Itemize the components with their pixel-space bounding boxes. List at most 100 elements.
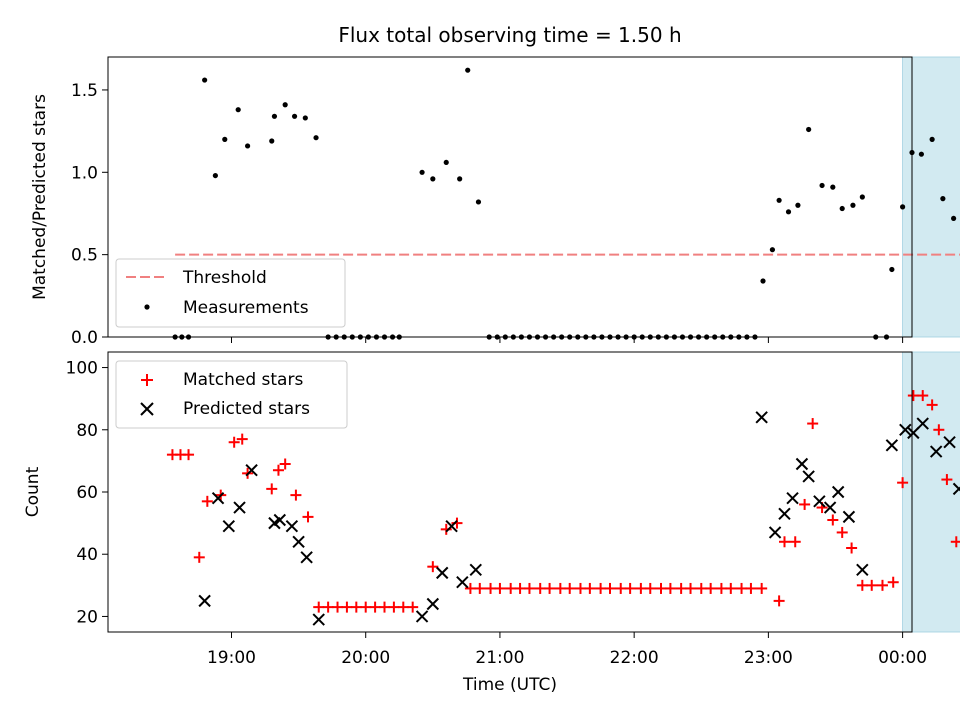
predicted-star-point	[802, 470, 815, 483]
measurement-point	[457, 176, 463, 182]
measurement-point	[271, 113, 278, 119]
predicted-star-point	[916, 417, 929, 430]
predicted-star-point	[768, 526, 782, 539]
predicted-star-point	[222, 520, 236, 533]
matched-star-point	[624, 582, 636, 594]
predicted-star-point	[795, 457, 809, 471]
matched-star-point	[341, 601, 353, 613]
predicted-star-point	[899, 423, 912, 436]
matched-star-point	[564, 582, 576, 594]
top-y-axis: 0.0 0.5 1.0 1.5	[71, 81, 108, 348]
bottom-legend-box	[115, 360, 348, 429]
measurement-point	[889, 266, 895, 273]
predicted-star-point	[233, 501, 246, 514]
matched-star-point	[302, 511, 314, 523]
x-tick-label: 22:00	[610, 648, 659, 668]
predicted-star-point	[907, 426, 920, 440]
matched-star-point	[705, 582, 717, 594]
measurement-point	[475, 199, 482, 205]
legend-predicted-icon	[140, 402, 154, 416]
y-tick-label: 1.5	[71, 81, 98, 101]
measurement-point	[918, 151, 924, 157]
matched-star-point	[272, 464, 284, 476]
top-x-ticks	[230, 337, 904, 343]
y-tick-label: 80	[76, 421, 98, 441]
measurement-point	[291, 113, 298, 119]
matched-star-point	[183, 449, 195, 461]
matched-star-point	[736, 582, 748, 594]
y-tick-label: 100	[66, 359, 98, 379]
x-axis-label: Time (UTC)	[462, 675, 557, 695]
matched-star-point	[322, 601, 334, 613]
measurement-point	[929, 136, 935, 142]
predicted-star-point	[273, 513, 287, 527]
legend-predicted-label: Predicted stars	[183, 399, 310, 419]
measurement-point	[850, 202, 856, 208]
measurement-point	[222, 136, 228, 142]
matched-star-point	[474, 582, 486, 594]
measurement-point	[900, 204, 906, 210]
predicted-star-point	[943, 436, 956, 449]
measurement-point	[419, 169, 425, 175]
measurement-point	[769, 247, 776, 253]
legend-matched-label: Matched stars	[183, 370, 303, 390]
matched-star-point	[228, 436, 240, 448]
measurement-point	[269, 138, 275, 144]
measurement-point	[839, 205, 845, 212]
legend-measurements-icon	[144, 304, 150, 310]
matched-star-point	[554, 582, 566, 594]
measurement-point	[313, 135, 319, 141]
matched-star-point	[360, 601, 372, 613]
top-panel-highlight-span	[902, 56, 960, 338]
legend-measurements-label: Measurements	[183, 298, 309, 318]
matched-star-point	[313, 601, 325, 613]
measurement-point	[951, 215, 957, 222]
predicted-star-point	[952, 482, 960, 496]
top-legend: Threshold Measurements	[115, 258, 346, 328]
predicted-star-point	[245, 464, 258, 477]
matched-star-point	[544, 582, 556, 594]
matched-star-point	[897, 477, 909, 489]
predicted-star-point	[285, 520, 299, 533]
matched-star-point	[655, 582, 667, 594]
matched-star-point	[201, 495, 213, 507]
matched-star-point	[290, 489, 302, 501]
matched-star-point	[887, 576, 899, 588]
matched-star-point	[827, 514, 839, 526]
predicted-star-point	[211, 492, 225, 505]
predicted-star-point	[813, 495, 826, 508]
matched-star-point	[584, 582, 596, 594]
matched-star-point	[604, 582, 616, 594]
matched-star-point	[595, 582, 607, 594]
measurement-point	[859, 194, 865, 200]
bottom-y-axis-label: Count	[23, 466, 43, 517]
measurement-point	[795, 202, 801, 208]
matched-star-point	[505, 582, 517, 594]
top-y-axis-label: Matched/Predicted stars	[30, 94, 50, 300]
predicted-star-point	[456, 576, 469, 589]
measurement-point	[806, 126, 812, 133]
matched-star-point	[773, 595, 785, 607]
bottom-legend: Matched stars Predicted stars	[115, 360, 348, 429]
y-tick-label: 1.0	[71, 163, 98, 183]
matched-star-point	[279, 458, 291, 470]
top-panel-frame	[107, 56, 913, 338]
legend-threshold-label: Threshold	[182, 268, 267, 288]
matched-star-point	[664, 582, 676, 594]
measurement-point	[776, 197, 782, 203]
matched-star-point	[534, 582, 546, 594]
matched-star-point	[789, 536, 801, 548]
x-tick-label: 23:00	[744, 648, 793, 668]
matched-star-point	[836, 526, 848, 538]
matched-star-point	[266, 483, 278, 495]
matched-star-point	[907, 390, 919, 402]
y-tick-label: 40	[76, 545, 98, 565]
measurement-point	[819, 182, 825, 189]
measurement-point	[785, 209, 792, 215]
matched-star-point	[350, 601, 362, 613]
matched-star-point	[866, 579, 878, 591]
predicted-star-point	[312, 613, 325, 626]
matched-star-point	[926, 399, 938, 411]
predicted-star-point	[415, 610, 429, 623]
bottom-x-axis: 19:0020:0021:0022:0023:0000:0001:0002:00…	[207, 632, 927, 668]
